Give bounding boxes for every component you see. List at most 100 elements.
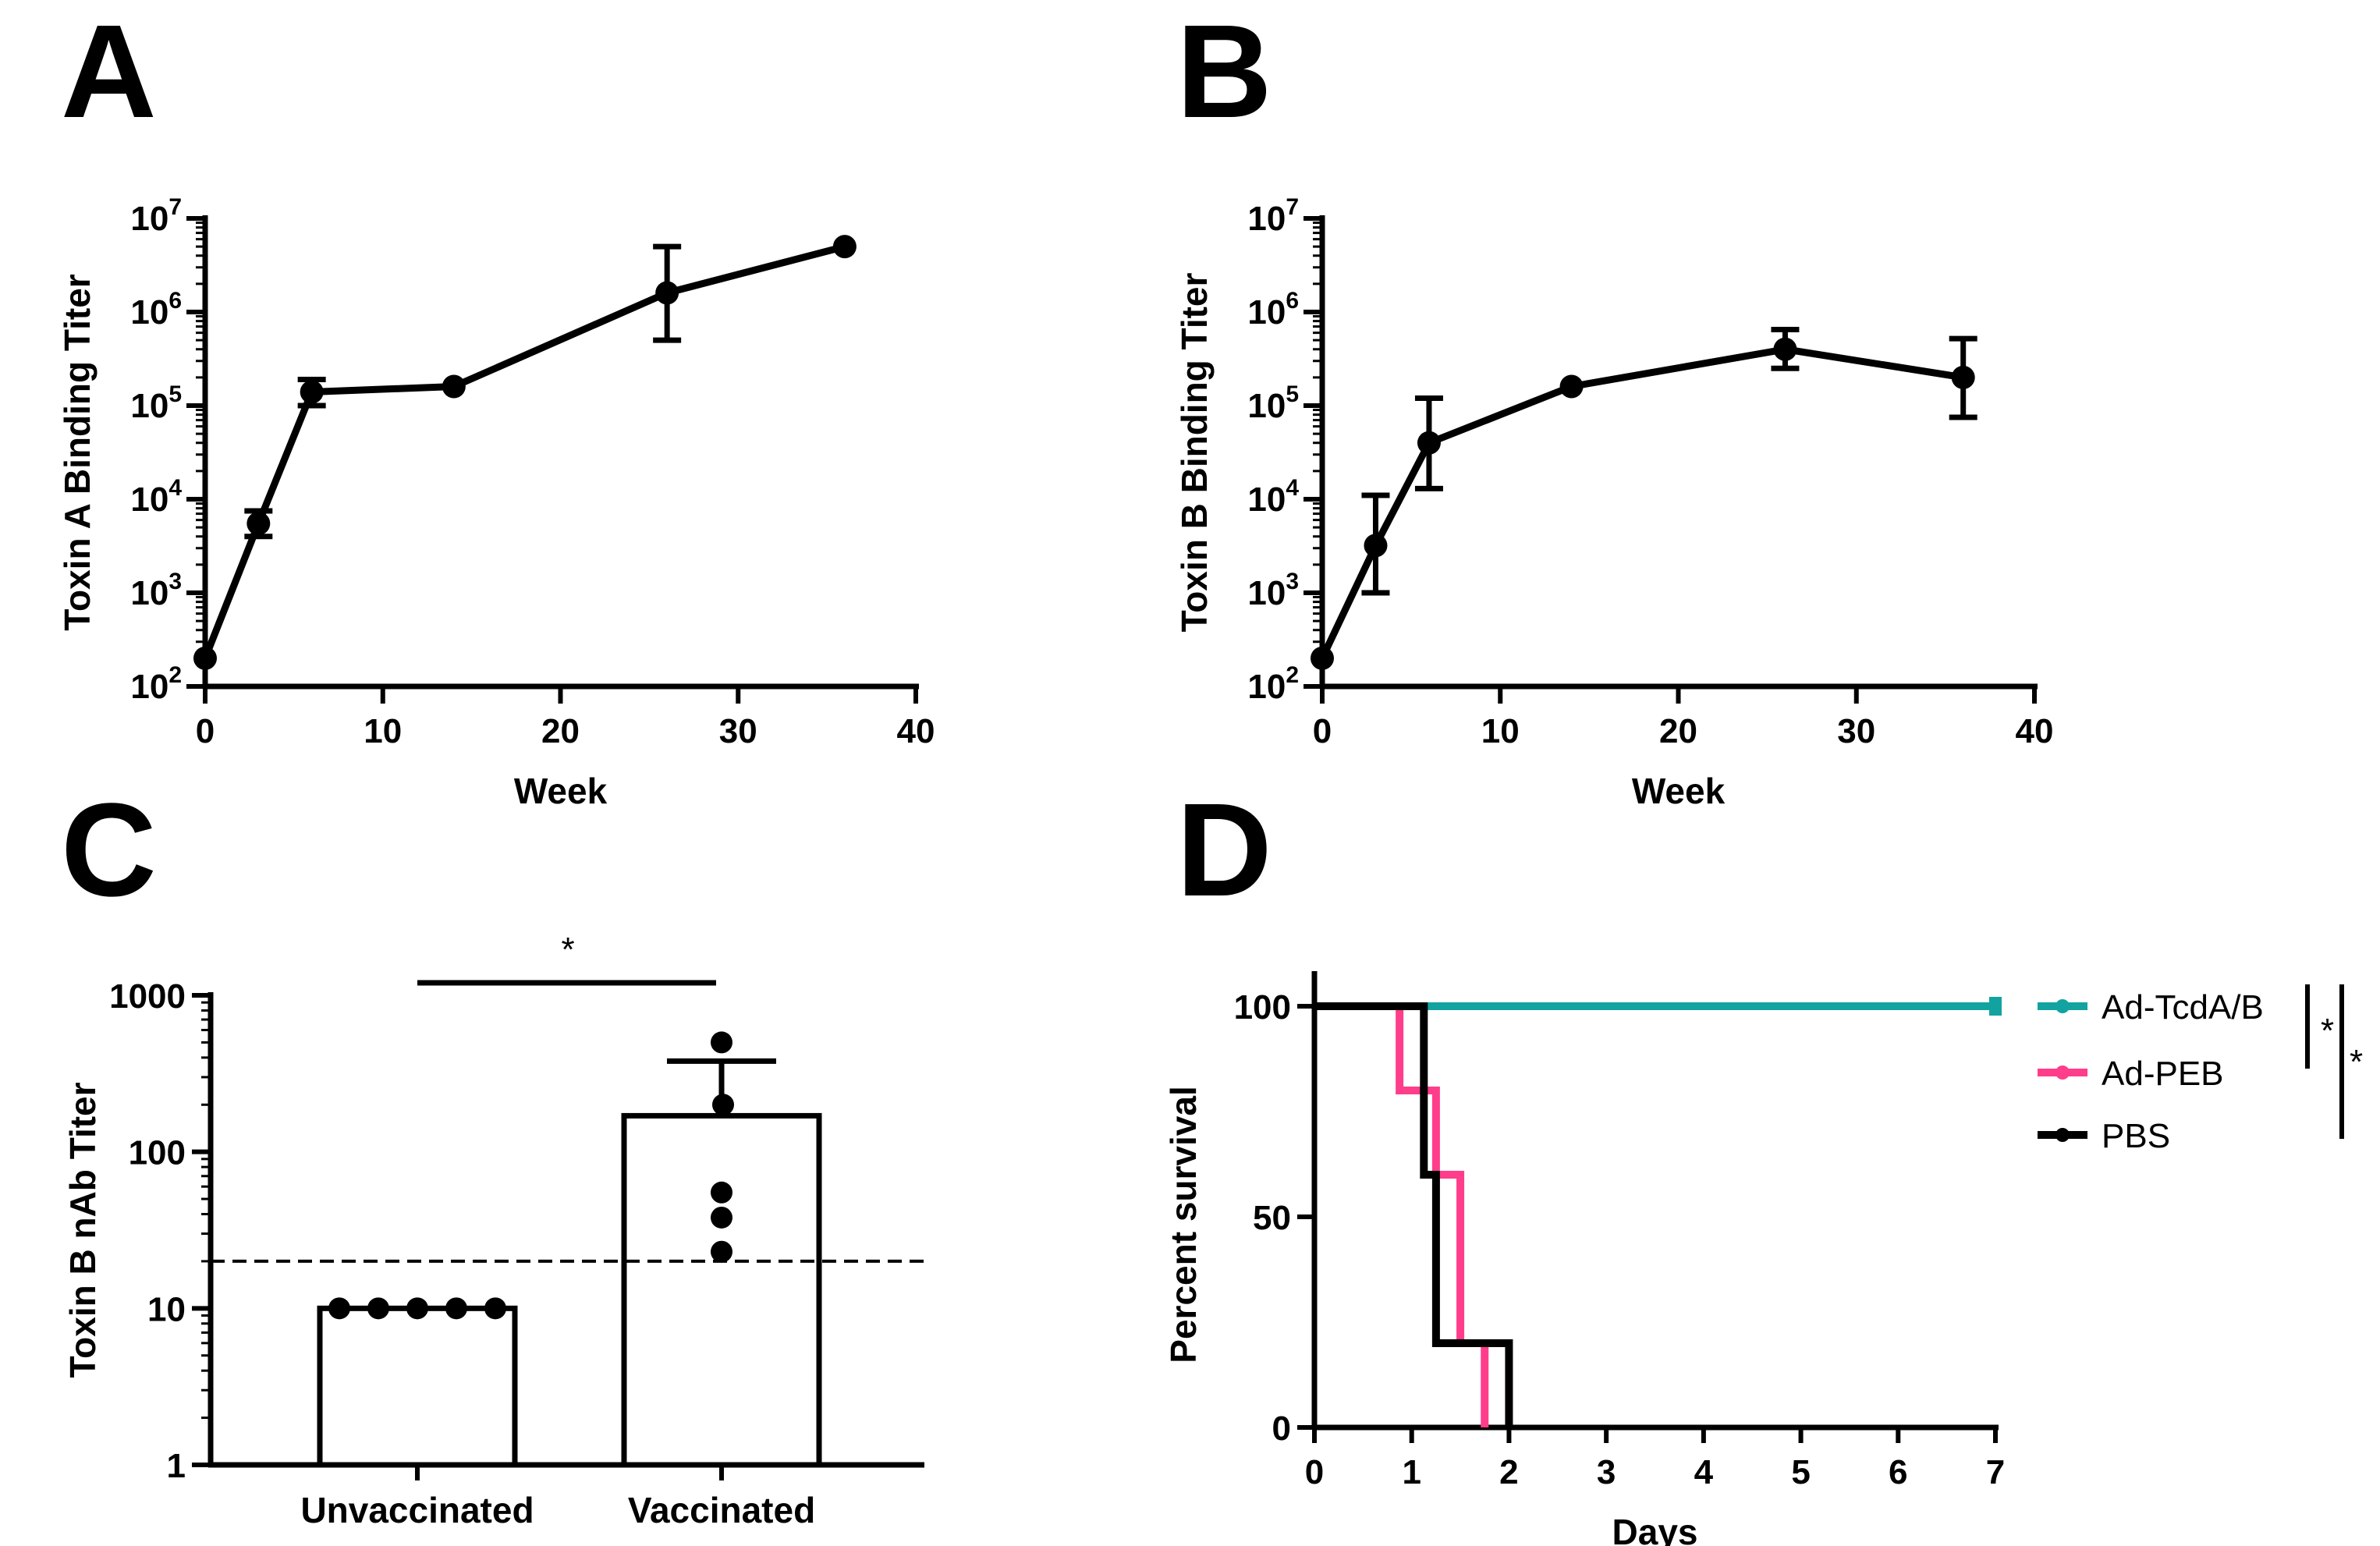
data-point — [445, 1297, 467, 1320]
y-tick-exponent: 4 — [1286, 475, 1299, 501]
data-point — [655, 281, 679, 305]
data-point — [711, 1181, 732, 1204]
x-tick-label: 7 — [1986, 1453, 2005, 1491]
x-tick-label: 30 — [719, 712, 757, 750]
y-tick-base: 10 — [1247, 387, 1286, 425]
x-tick-label: 0 — [196, 712, 215, 750]
panel-label: D — [1176, 776, 1272, 924]
data-point — [484, 1297, 506, 1320]
chart-panel-c: C 1 10 100 1000 Toxin B nAb Titer Unvaccinated… — [61, 776, 924, 1530]
x-tick-label: 20 — [1659, 712, 1697, 750]
data-point — [711, 1240, 732, 1263]
y-tick-label: 104 — [1247, 475, 1299, 519]
y-tick-exponent: 5 — [168, 381, 182, 407]
censor-mark — [1989, 997, 2002, 1016]
y-tick-label: 103 — [1247, 569, 1299, 612]
x-tick-label: 1 — [1402, 1453, 1421, 1491]
x-category-label: Unvaccinated — [300, 1490, 534, 1530]
data-point — [1311, 646, 1334, 670]
bar — [317, 1305, 518, 1468]
data-point — [1559, 374, 1584, 399]
y-tick-label: 105 — [130, 381, 182, 425]
y-tick-exponent: 3 — [1286, 569, 1299, 594]
y-tick-exponent: 6 — [1286, 288, 1299, 314]
significance-star: * — [2321, 1012, 2334, 1050]
y-tick-base: 10 — [1247, 574, 1286, 612]
data-point — [712, 1094, 734, 1116]
x-tick-label: 10 — [1481, 712, 1520, 750]
legend-label: PBS — [2102, 1117, 2170, 1155]
significance-star: * — [561, 931, 574, 969]
x-tick-label: 40 — [2016, 712, 2054, 750]
y-tick-exponent: 7 — [1286, 194, 1299, 220]
data-point — [367, 1297, 389, 1320]
y-tick-base: 10 — [1247, 200, 1286, 238]
y-axis-title: Toxin B Binding Titer — [1174, 272, 1215, 632]
y-tick-label: 1 — [167, 1447, 186, 1485]
data-point — [1951, 365, 1975, 389]
y-tick-base: 10 — [130, 200, 168, 238]
y-tick-label: 1000 — [109, 977, 186, 1016]
y-tick-label: 0 — [1272, 1409, 1291, 1448]
y-tick-exponent: 4 — [168, 475, 182, 501]
y-tick-exponent: 5 — [1286, 381, 1299, 407]
data-point — [328, 1297, 350, 1320]
data-point — [1773, 337, 1797, 361]
x-tick-label: 40 — [897, 712, 935, 750]
series-line — [201, 243, 846, 660]
y-tick-exponent: 2 — [1286, 662, 1299, 688]
x-axis-title: Days — [1612, 1512, 1698, 1546]
y-tick-label: 102 — [1247, 662, 1299, 706]
data-point — [193, 646, 217, 670]
legend-label: Ad-TcdA/B — [2102, 988, 2264, 1027]
y-tick-label: 104 — [130, 475, 182, 519]
bar — [621, 1112, 822, 1468]
x-tick-label: 2 — [1499, 1453, 1518, 1491]
chart-panel-d: D 0 50 100 0 1 2 3 4 5 6 7 Days Percent survival Ad-Tc… — [1163, 776, 2363, 1546]
data-point — [711, 1031, 732, 1054]
y-tick-label: 100 — [1234, 988, 1291, 1027]
y-tick-exponent: 2 — [168, 662, 182, 688]
data-point — [832, 235, 857, 259]
x-tick-label: 30 — [1837, 712, 1875, 750]
y-tick-label: 105 — [1247, 381, 1299, 425]
x-axis-title: Week — [1632, 771, 1726, 811]
legend-marker — [2055, 1066, 2070, 1080]
panel-label: B — [1176, 0, 1272, 146]
x-tick-label: 20 — [541, 712, 580, 750]
data-point — [406, 1297, 428, 1320]
y-tick-base: 10 — [130, 668, 168, 706]
survival-series — [1314, 1002, 1489, 1427]
data-point — [1364, 534, 1388, 558]
x-axis-title: Week — [514, 771, 608, 811]
data-point — [1417, 431, 1441, 455]
data-point — [300, 380, 324, 404]
x-tick-label: 0 — [1305, 1453, 1324, 1491]
y-tick-label: 107 — [1247, 194, 1299, 238]
x-tick-label: 3 — [1597, 1453, 1616, 1491]
data-point — [247, 512, 271, 536]
y-tick-label: 106 — [130, 288, 182, 332]
x-tick-label: 10 — [364, 712, 402, 750]
y-tick-label: 102 — [130, 662, 182, 706]
y-tick-exponent: 7 — [168, 194, 182, 220]
x-tick-label: 5 — [1791, 1453, 1810, 1491]
legend-marker — [2055, 999, 2070, 1013]
y-tick-label: 10 — [147, 1290, 186, 1328]
y-tick-base: 10 — [130, 387, 168, 425]
series-line — [1318, 346, 1964, 660]
legend-marker — [2055, 1128, 2070, 1142]
y-tick-base: 10 — [1247, 293, 1286, 332]
y-tick-exponent: 6 — [168, 288, 182, 314]
y-tick-base: 10 — [130, 480, 168, 519]
y-tick-label: 107 — [130, 194, 182, 238]
y-tick-exponent: 3 — [168, 569, 182, 594]
panel-label: C — [61, 776, 157, 924]
y-tick-base: 10 — [1247, 480, 1286, 519]
y-tick-label: 103 — [130, 569, 182, 612]
data-point — [442, 374, 466, 399]
y-axis-title: Percent survival — [1163, 1086, 1204, 1363]
